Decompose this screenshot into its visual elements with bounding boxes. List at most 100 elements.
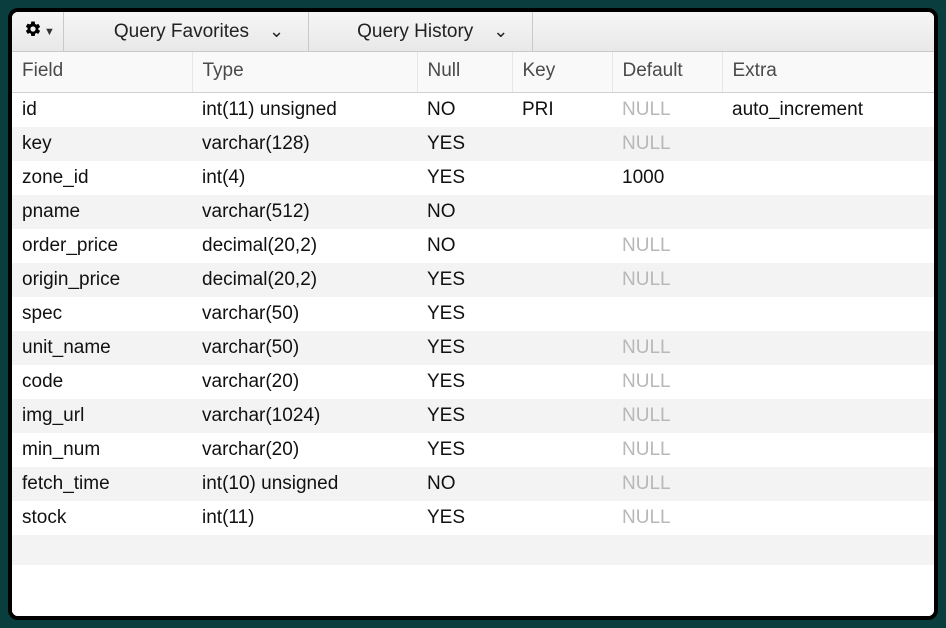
query-favorites-label: Query Favorites [114,21,249,43]
column-header-type[interactable]: Type [192,52,417,93]
cell-type: varchar(50) [192,297,417,331]
cell-field: fetch_time [12,467,192,501]
cell-null: YES [417,399,512,433]
gear-menu-button[interactable]: ▼ [16,12,64,51]
table-row[interactable]: zone_idint(4)YES 1000 [12,161,934,195]
cell-type: decimal(20,2) [192,229,417,263]
cell-extra [722,467,934,501]
cell-field: pname [12,195,192,229]
cell-null: YES [417,433,512,467]
cell-default: NULL [612,127,722,161]
cell-field: stock [12,501,192,535]
cell-extra [722,297,934,331]
cell-default: NULL [612,501,722,535]
cell-null: YES [417,365,512,399]
cell-field: origin_price [12,263,192,297]
table-row[interactable]: stockint(11)YES NULL [12,501,934,535]
cell-key [512,161,612,195]
cell-key [512,501,612,535]
cell-field: code [12,365,192,399]
cell-default: NULL [612,93,722,128]
toolbar: ▼ Query Favorites ⌄ Query History ⌄ [12,12,934,52]
cell-key [512,399,612,433]
cell-type: decimal(20,2) [192,263,417,297]
cell-extra [722,399,934,433]
cell-extra [722,365,934,399]
cell-null: YES [417,263,512,297]
cell-extra [722,263,934,297]
cell-key [512,195,612,229]
cell-key: PRI [512,93,612,128]
table-row[interactable]: origin_pricedecimal(20,2)YESNULL [12,263,934,297]
cell-default: NULL [612,467,722,501]
cell-field: zone_id [12,161,192,195]
query-history-label: Query History [357,21,473,43]
cell-type: varchar(128) [192,127,417,161]
cell-field: unit_name [12,331,192,365]
cell-key [512,263,612,297]
table-row[interactable]: unit_namevarchar(50)YESNULL [12,331,934,365]
column-header-key[interactable]: Key [512,52,612,93]
cell-key [512,331,612,365]
table-row[interactable]: pnamevarchar(512)NO [12,195,934,229]
table-row[interactable]: keyvarchar(128)YESNULL [12,127,934,161]
cell-field: key [12,127,192,161]
table-row[interactable]: specvarchar(50)YES [12,297,934,331]
gear-icon [24,20,42,43]
query-history-button[interactable]: Query History ⌄ [309,12,533,51]
cell-field: min_num [12,433,192,467]
schema-table: Field Type Null Key Default Extra idint(… [12,52,934,565]
cell-type: varchar(512) [192,195,417,229]
chevron-down-icon: ⌄ [493,21,508,42]
chevron-down-icon: ⌄ [269,21,284,42]
table-row[interactable]: codevarchar(20)YESNULL [12,365,934,399]
cell-default: 1000 [612,161,722,195]
cell-type: int(11) unsigned [192,93,417,128]
column-header-field[interactable]: Field [12,52,192,93]
cell-null: NO [417,93,512,128]
cell-extra [722,161,934,195]
column-header-extra[interactable]: Extra [722,52,934,93]
cell-default [612,195,722,229]
cell-field: img_url [12,399,192,433]
cell-default: NULL [612,229,722,263]
table-row[interactable]: order_pricedecimal(20,2)NONULL [12,229,934,263]
cell-extra [722,331,934,365]
table-row[interactable]: idint(11) unsignedNOPRINULLauto_incremen… [12,93,934,128]
table-row[interactable]: fetch_timeint(10) unsignedNONULL [12,467,934,501]
cell-null: YES [417,331,512,365]
cell-field: spec [12,297,192,331]
cell-null: YES [417,501,512,535]
cell-extra [722,127,934,161]
cell-key [512,365,612,399]
query-favorites-button[interactable]: Query Favorites ⌄ [66,12,309,51]
cell-field: id [12,93,192,128]
table-header-row: Field Type Null Key Default Extra [12,52,934,93]
cell-key [512,467,612,501]
cell-extra: auto_increment [722,93,934,128]
column-header-null[interactable]: Null [417,52,512,93]
cell-key [512,297,612,331]
column-header-default[interactable]: Default [612,52,722,93]
caret-down-icon: ▼ [44,26,55,38]
table-row-empty [12,535,934,565]
schema-table-container: Field Type Null Key Default Extra idint(… [12,52,934,616]
cell-extra [722,433,934,467]
cell-null: YES [417,161,512,195]
cell-type: varchar(1024) [192,399,417,433]
db-table-panel: ▼ Query Favorites ⌄ Query History ⌄ Fiel… [8,8,938,620]
table-row[interactable]: img_urlvarchar(1024)YES NULL [12,399,934,433]
cell-type: int(11) [192,501,417,535]
cell-null: NO [417,195,512,229]
cell-extra [722,229,934,263]
cell-type: int(4) [192,161,417,195]
cell-type: varchar(20) [192,433,417,467]
cell-type: varchar(50) [192,331,417,365]
cell-extra [722,501,934,535]
cell-key [512,229,612,263]
table-row[interactable]: min_numvarchar(20)YESNULL [12,433,934,467]
cell-field: order_price [12,229,192,263]
cell-default: NULL [612,399,722,433]
cell-key [512,433,612,467]
cell-key [512,127,612,161]
